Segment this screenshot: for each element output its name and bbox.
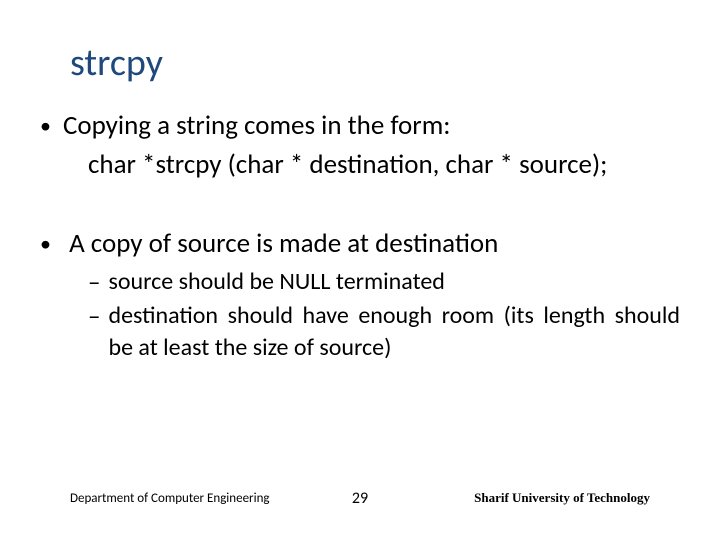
footer-department: Department of Computer Engineering — [70, 491, 270, 506]
sub-bullet-2: – destination should have enough room (i… — [88, 300, 680, 364]
bullet-item-2: • A copy of source is made at destinatio… — [40, 226, 680, 262]
slide-footer: Department of Computer Engineering 29 Sh… — [0, 490, 720, 506]
footer-university: Sharif University of Technology — [474, 490, 650, 506]
bullet-dot-icon: • — [40, 226, 51, 262]
bullet-1-text: Copying a string comes in the form: — [63, 108, 451, 144]
slide-title: strcpy — [70, 40, 680, 86]
bullet-dot-icon: • — [40, 108, 51, 144]
sub-bullet-group: – source should be NULL terminated – des… — [88, 266, 680, 364]
bullet-2-text: A copy of source is made at destination — [63, 226, 498, 262]
bullet-item-1: • Copying a string comes in the form: — [40, 108, 680, 144]
slide-container: strcpy • Copying a string comes in the f… — [0, 0, 720, 540]
page-number: 29 — [352, 489, 368, 508]
sub-bullet-1-text: source should be NULL terminated — [108, 266, 444, 298]
dash-icon: – — [88, 266, 100, 298]
code-signature: char *strcpy (char * destination, char *… — [88, 148, 680, 182]
dash-icon: – — [88, 300, 100, 332]
sub-bullet-2-text: destination should have enough room (its… — [108, 300, 680, 364]
sub-bullet-1: – source should be NULL terminated — [88, 266, 680, 298]
spacer — [40, 214, 680, 226]
